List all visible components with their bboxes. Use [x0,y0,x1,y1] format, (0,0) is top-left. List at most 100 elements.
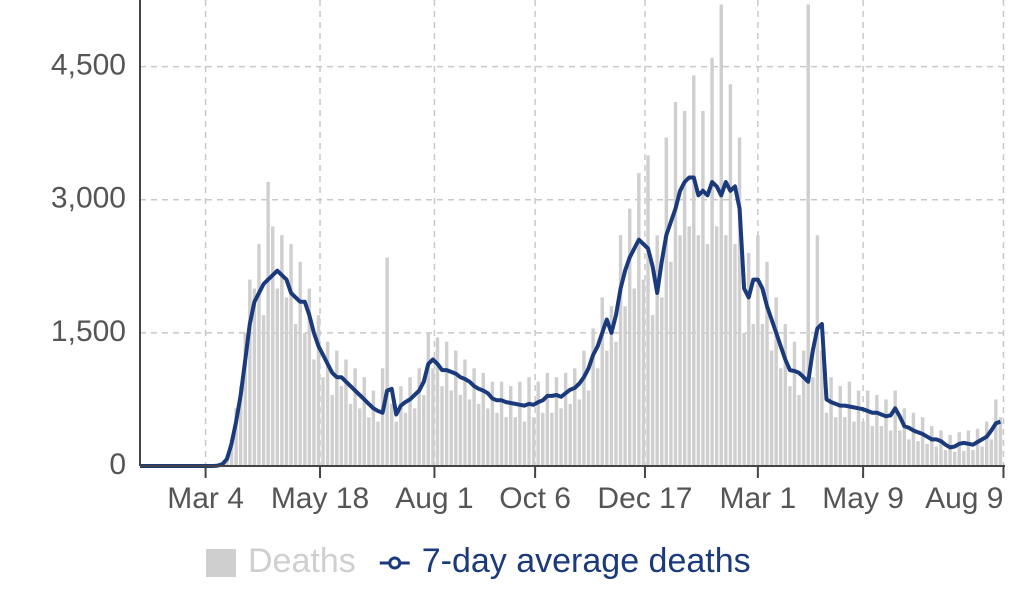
bar [257,244,261,466]
bar [504,417,508,466]
bar [600,297,604,466]
bar [646,155,650,467]
bar [879,426,884,466]
bar [774,297,778,466]
legend-label: 7-day average deaths [422,542,751,580]
bar [902,408,907,466]
bar [765,261,769,466]
bar [545,372,550,466]
bar [724,235,728,466]
bar [568,403,572,466]
bar [641,279,646,466]
bar [362,377,366,466]
bar [623,306,627,466]
bar [669,261,673,466]
bar [490,381,495,466]
bar [312,359,316,466]
bar [710,57,714,466]
bar [714,226,719,466]
x-tick-label: Mar 1 [720,482,797,515]
bar [252,288,257,466]
bar [696,235,701,466]
y-tick-label: 4,500 [51,48,126,81]
bar [408,377,412,466]
x-tick-label: Dec 17 [597,482,692,515]
bar [756,235,760,466]
bar [422,394,426,466]
bar [609,306,614,466]
x-tick-label: Oct 6 [499,482,571,515]
bar [865,390,870,466]
legend-label: Deaths [248,542,356,580]
y-tick-label: 0 [109,448,126,481]
bar [284,297,289,466]
bar [499,381,504,466]
bar [293,323,298,466]
bar [994,399,998,466]
bar [586,390,591,466]
bar [234,408,238,466]
x-tick-label: Aug 9 [925,482,1003,515]
bar [481,372,485,466]
bar [399,386,403,466]
bar [376,421,380,466]
bar [742,332,746,466]
bar [632,288,637,466]
bar [687,226,691,466]
bar [527,377,531,466]
bar [463,359,467,466]
bar [591,328,595,466]
bar [353,368,357,466]
bar [472,368,476,466]
bar [522,421,527,466]
bar [719,4,723,466]
bar [614,341,618,466]
bar [563,372,568,466]
bar [618,235,623,466]
bar [412,408,417,466]
bar [495,412,499,466]
bar [934,446,939,466]
bar [573,368,577,466]
legend-swatch [206,549,236,577]
bar [550,412,554,466]
bar [467,399,472,466]
bar [728,84,733,467]
bar [989,439,993,466]
bar [248,279,252,466]
x-tick-label: May 9 [822,482,904,515]
bar [280,235,284,466]
bar [627,208,632,467]
bar [801,350,806,466]
bar [271,226,275,466]
bar [847,381,852,466]
bar [298,261,302,466]
bar [893,390,897,466]
bar [898,430,902,466]
bar [911,412,916,466]
bar [650,315,655,466]
bar [811,377,815,466]
average-line [140,175,1002,468]
bar [705,244,710,466]
y-tick-label: 3,000 [51,182,126,215]
bar [843,417,847,466]
bar [751,323,755,466]
bar [238,386,243,466]
bar [266,181,270,466]
bar [541,412,545,466]
bar [660,297,664,466]
bar [476,403,481,466]
bar [339,386,344,466]
bar [888,430,893,466]
bar [838,386,842,466]
bar [536,381,540,466]
bar [431,368,435,466]
bar [792,341,797,466]
bar [920,417,925,466]
bar [806,4,810,466]
bar [820,350,824,466]
bar [829,377,833,466]
bar [861,421,865,466]
bar [577,399,582,466]
